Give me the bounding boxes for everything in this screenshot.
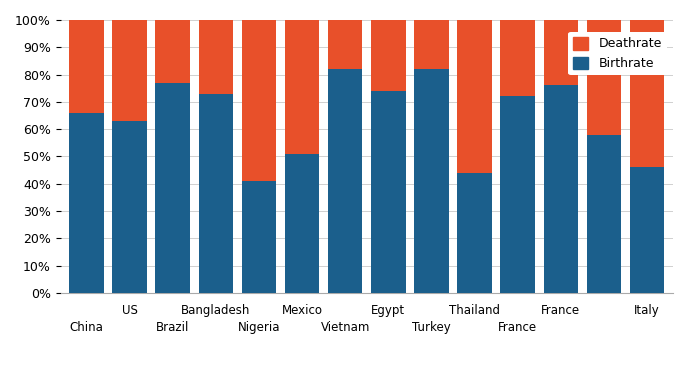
Bar bbox=[587, 135, 621, 293]
Bar bbox=[69, 113, 104, 293]
Bar bbox=[544, 20, 578, 86]
Text: Thailand: Thailand bbox=[449, 304, 500, 317]
Bar bbox=[285, 154, 319, 293]
Bar bbox=[371, 91, 406, 293]
Bar bbox=[155, 20, 190, 83]
Bar bbox=[500, 20, 535, 96]
Text: France: France bbox=[498, 321, 537, 334]
Text: Nigeria: Nigeria bbox=[238, 321, 280, 334]
Text: Turkey: Turkey bbox=[412, 321, 451, 334]
Bar bbox=[199, 20, 233, 94]
Text: Bangladesh: Bangladesh bbox=[181, 304, 250, 317]
Bar bbox=[630, 168, 665, 293]
Bar bbox=[458, 173, 492, 293]
Bar bbox=[328, 69, 363, 293]
Bar bbox=[241, 20, 277, 181]
Text: Egypt: Egypt bbox=[372, 304, 405, 317]
Bar bbox=[155, 83, 190, 293]
Bar bbox=[241, 181, 277, 293]
Bar bbox=[328, 20, 363, 69]
Bar bbox=[112, 20, 147, 121]
Bar bbox=[500, 96, 535, 293]
Bar bbox=[414, 20, 449, 69]
Bar bbox=[544, 86, 578, 293]
Text: China: China bbox=[69, 321, 103, 334]
Text: Italy: Italy bbox=[634, 304, 660, 317]
Legend: Deathrate, Birthrate: Deathrate, Birthrate bbox=[568, 32, 667, 75]
Bar bbox=[587, 20, 621, 135]
Bar bbox=[69, 20, 104, 113]
Text: France: France bbox=[541, 304, 581, 317]
Bar bbox=[112, 121, 147, 293]
Bar bbox=[458, 20, 492, 173]
Text: US: US bbox=[122, 304, 138, 317]
Text: Mexico: Mexico bbox=[281, 304, 323, 317]
Text: Vietnam: Vietnam bbox=[321, 321, 370, 334]
Bar bbox=[414, 69, 449, 293]
Bar bbox=[371, 20, 406, 91]
Bar bbox=[630, 20, 665, 168]
Bar bbox=[199, 94, 233, 293]
Bar bbox=[285, 20, 319, 154]
Text: Brazil: Brazil bbox=[156, 321, 189, 334]
